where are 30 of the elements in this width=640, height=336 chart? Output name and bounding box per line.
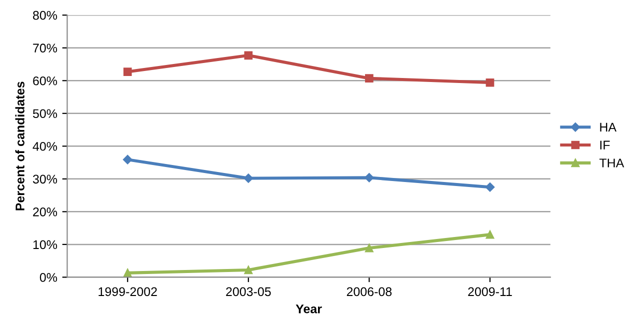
y-tick-label: 60%: [33, 76, 58, 86]
x-axis-title: Year: [296, 304, 322, 314]
x-tick-label: 2006-08: [346, 287, 392, 296]
y-tick-label: 40%: [32, 142, 58, 151]
point: [364, 172, 374, 182]
x-tick-label: 2009-11: [468, 287, 512, 296]
y-tick-label: 0%: [40, 273, 58, 282]
y-axis-title: Percent of candidates: [15, 82, 24, 210]
y-tick-label: 80%: [33, 10, 58, 20]
point: [244, 174, 254, 183]
point: [123, 268, 132, 278]
legend-label: THA: [599, 158, 624, 168]
point: [365, 74, 374, 83]
legend-label: IF: [600, 140, 610, 150]
legend-label: HA: [600, 122, 616, 132]
point: [486, 78, 494, 87]
point: [244, 51, 253, 60]
point: [122, 154, 132, 164]
point: [365, 244, 374, 252]
x-tick-label: 2003-05: [226, 287, 271, 296]
point: [244, 266, 253, 274]
x-tick-label: 1999-2002: [98, 287, 157, 296]
y-tick-label: 30%: [32, 174, 58, 184]
point: [486, 230, 494, 239]
y-tick-label: 70%: [33, 44, 58, 53]
y-tick-label: 20%: [33, 207, 58, 216]
y-tick-label: 10%: [33, 240, 58, 250]
point: [123, 68, 132, 76]
point: [485, 182, 495, 192]
y-tick-label: 50%: [32, 109, 58, 118]
